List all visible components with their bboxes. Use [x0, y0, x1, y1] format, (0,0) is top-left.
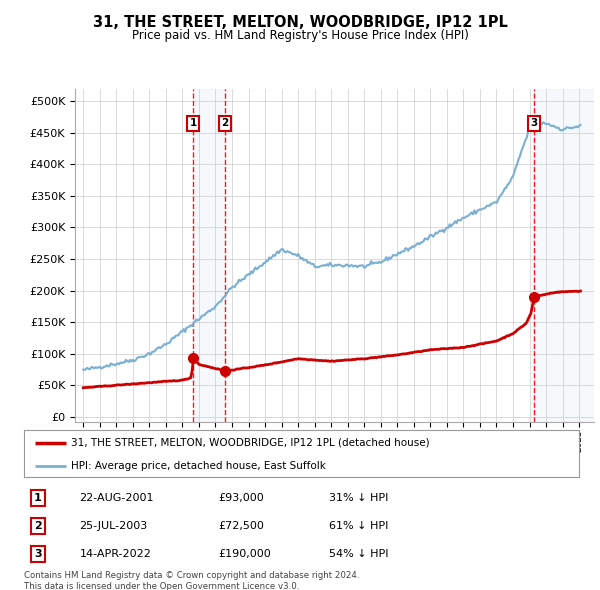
- Text: 1: 1: [34, 493, 42, 503]
- Text: 1: 1: [190, 118, 197, 128]
- Bar: [193, 88, 225, 422]
- Text: 3: 3: [530, 118, 538, 128]
- Text: Price paid vs. HM Land Registry's House Price Index (HPI): Price paid vs. HM Land Registry's House …: [131, 30, 469, 42]
- Bar: [534, 88, 594, 422]
- Text: 25-JUL-2003: 25-JUL-2003: [79, 521, 148, 530]
- Text: 2: 2: [221, 118, 229, 128]
- Text: 2: 2: [34, 521, 42, 530]
- Text: 31, THE STREET, MELTON, WOODBRIDGE, IP12 1PL: 31, THE STREET, MELTON, WOODBRIDGE, IP12…: [92, 15, 508, 30]
- Text: 14-APR-2022: 14-APR-2022: [79, 549, 151, 559]
- Text: HPI: Average price, detached house, East Suffolk: HPI: Average price, detached house, East…: [71, 461, 326, 471]
- Text: 61% ↓ HPI: 61% ↓ HPI: [329, 521, 389, 530]
- Text: Contains HM Land Registry data © Crown copyright and database right 2024.
This d: Contains HM Land Registry data © Crown c…: [24, 571, 359, 590]
- Text: £93,000: £93,000: [218, 493, 264, 503]
- Text: 31, THE STREET, MELTON, WOODBRIDGE, IP12 1PL (detached house): 31, THE STREET, MELTON, WOODBRIDGE, IP12…: [71, 438, 430, 448]
- Text: 3: 3: [34, 549, 41, 559]
- Text: £72,500: £72,500: [218, 521, 264, 530]
- Text: 31% ↓ HPI: 31% ↓ HPI: [329, 493, 389, 503]
- Text: 54% ↓ HPI: 54% ↓ HPI: [329, 549, 389, 559]
- Text: £190,000: £190,000: [218, 549, 271, 559]
- Text: 22-AUG-2001: 22-AUG-2001: [79, 493, 154, 503]
